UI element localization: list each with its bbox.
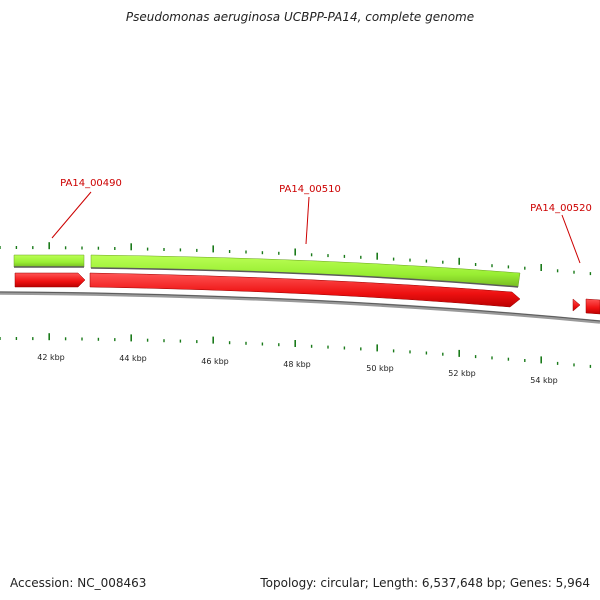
gene-bar-forward[interactable] (13, 254, 85, 268)
axis-tick-label: 54 kbp (530, 376, 558, 385)
axis-tick-label: 48 kbp (283, 360, 311, 369)
axis-tick-label: 42 kbp (37, 353, 65, 362)
gene-label[interactable]: PA14_00520 (530, 203, 592, 214)
gene-label-leader (561, 214, 581, 264)
axis-tick-label: 44 kbp (119, 354, 147, 363)
gene-arrow-cds[interactable] (14, 272, 86, 288)
gene-arrow-cds[interactable] (572, 298, 581, 312)
gene-label[interactable]: PA14_00490 (60, 178, 122, 189)
tick-track-lower (0, 333, 592, 368)
map-title: Pseudomonas aeruginosa UCBPP-PA14, compl… (125, 10, 475, 24)
track-shadow (90, 267, 519, 288)
gene-label-leader (51, 191, 92, 239)
gene-arrow-cds[interactable] (89, 272, 521, 308)
axis-tick-label: 46 kbp (201, 357, 229, 366)
genome-summary-text: Topology: circular; Length: 6,537,648 bp… (260, 576, 590, 590)
tick-track-upper (0, 242, 592, 276)
axis-tick-label: 50 kbp (366, 364, 394, 373)
gene-label-leader (305, 196, 310, 245)
genome-backbone (0, 291, 600, 324)
gene-arrow-cds[interactable] (585, 298, 600, 315)
axis-tick-label: 52 kbp (448, 369, 476, 378)
gene-label[interactable]: PA14_00510 (279, 184, 341, 195)
accession-text: Accession: NC_008463 (10, 576, 147, 590)
